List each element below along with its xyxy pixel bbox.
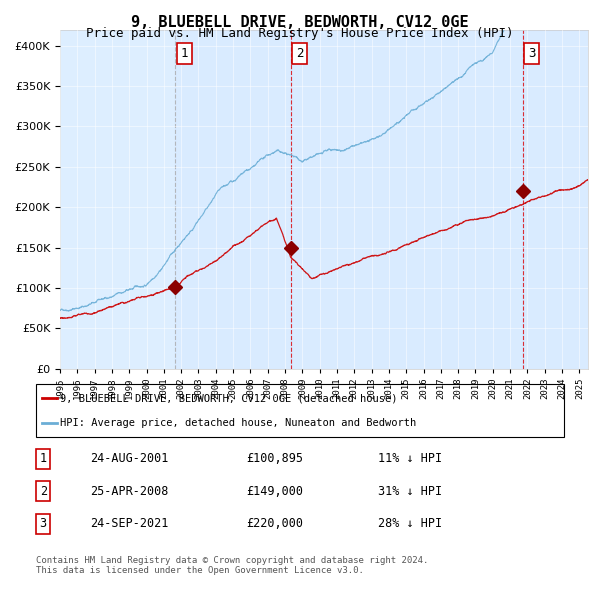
Text: £220,000: £220,000 bbox=[246, 517, 303, 530]
Text: 3: 3 bbox=[528, 47, 535, 60]
Text: Contains HM Land Registry data © Crown copyright and database right 2024.
This d: Contains HM Land Registry data © Crown c… bbox=[36, 556, 428, 575]
Text: 31% ↓ HPI: 31% ↓ HPI bbox=[378, 484, 442, 498]
Text: 9, BLUEBELL DRIVE, BEDWORTH, CV12 0GE (detached house): 9, BLUEBELL DRIVE, BEDWORTH, CV12 0GE (d… bbox=[60, 394, 398, 404]
Text: 1: 1 bbox=[181, 47, 188, 60]
Text: £149,000: £149,000 bbox=[246, 484, 303, 498]
Text: 28% ↓ HPI: 28% ↓ HPI bbox=[378, 517, 442, 530]
Text: 11% ↓ HPI: 11% ↓ HPI bbox=[378, 452, 442, 466]
Text: Price paid vs. HM Land Registry's House Price Index (HPI): Price paid vs. HM Land Registry's House … bbox=[86, 27, 514, 40]
Text: HPI: Average price, detached house, Nuneaton and Bedworth: HPI: Average price, detached house, Nune… bbox=[60, 418, 416, 428]
Bar bbox=[175, 30, 290, 369]
Text: 1: 1 bbox=[40, 452, 47, 466]
Bar bbox=[523, 30, 588, 369]
Text: 24-SEP-2021: 24-SEP-2021 bbox=[90, 517, 169, 530]
Text: £100,895: £100,895 bbox=[246, 452, 303, 466]
Text: 25-APR-2008: 25-APR-2008 bbox=[90, 484, 169, 498]
Text: 3: 3 bbox=[40, 517, 47, 530]
Text: 24-AUG-2001: 24-AUG-2001 bbox=[90, 452, 169, 466]
Text: 9, BLUEBELL DRIVE, BEDWORTH, CV12 0GE: 9, BLUEBELL DRIVE, BEDWORTH, CV12 0GE bbox=[131, 15, 469, 30]
Bar bbox=[290, 30, 523, 369]
Text: 2: 2 bbox=[296, 47, 303, 60]
Text: 2: 2 bbox=[40, 484, 47, 498]
